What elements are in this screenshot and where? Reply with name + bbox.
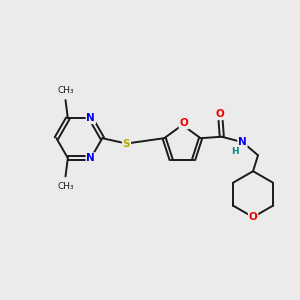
Text: CH₃: CH₃ bbox=[57, 86, 74, 95]
Text: O: O bbox=[249, 212, 257, 222]
Text: N: N bbox=[86, 113, 95, 123]
Text: CH₃: CH₃ bbox=[57, 182, 74, 191]
Text: O: O bbox=[179, 118, 188, 128]
Text: S: S bbox=[123, 139, 130, 148]
Text: O: O bbox=[216, 109, 225, 119]
Text: H: H bbox=[232, 147, 239, 156]
Text: N: N bbox=[86, 153, 95, 163]
Text: N: N bbox=[238, 137, 247, 147]
